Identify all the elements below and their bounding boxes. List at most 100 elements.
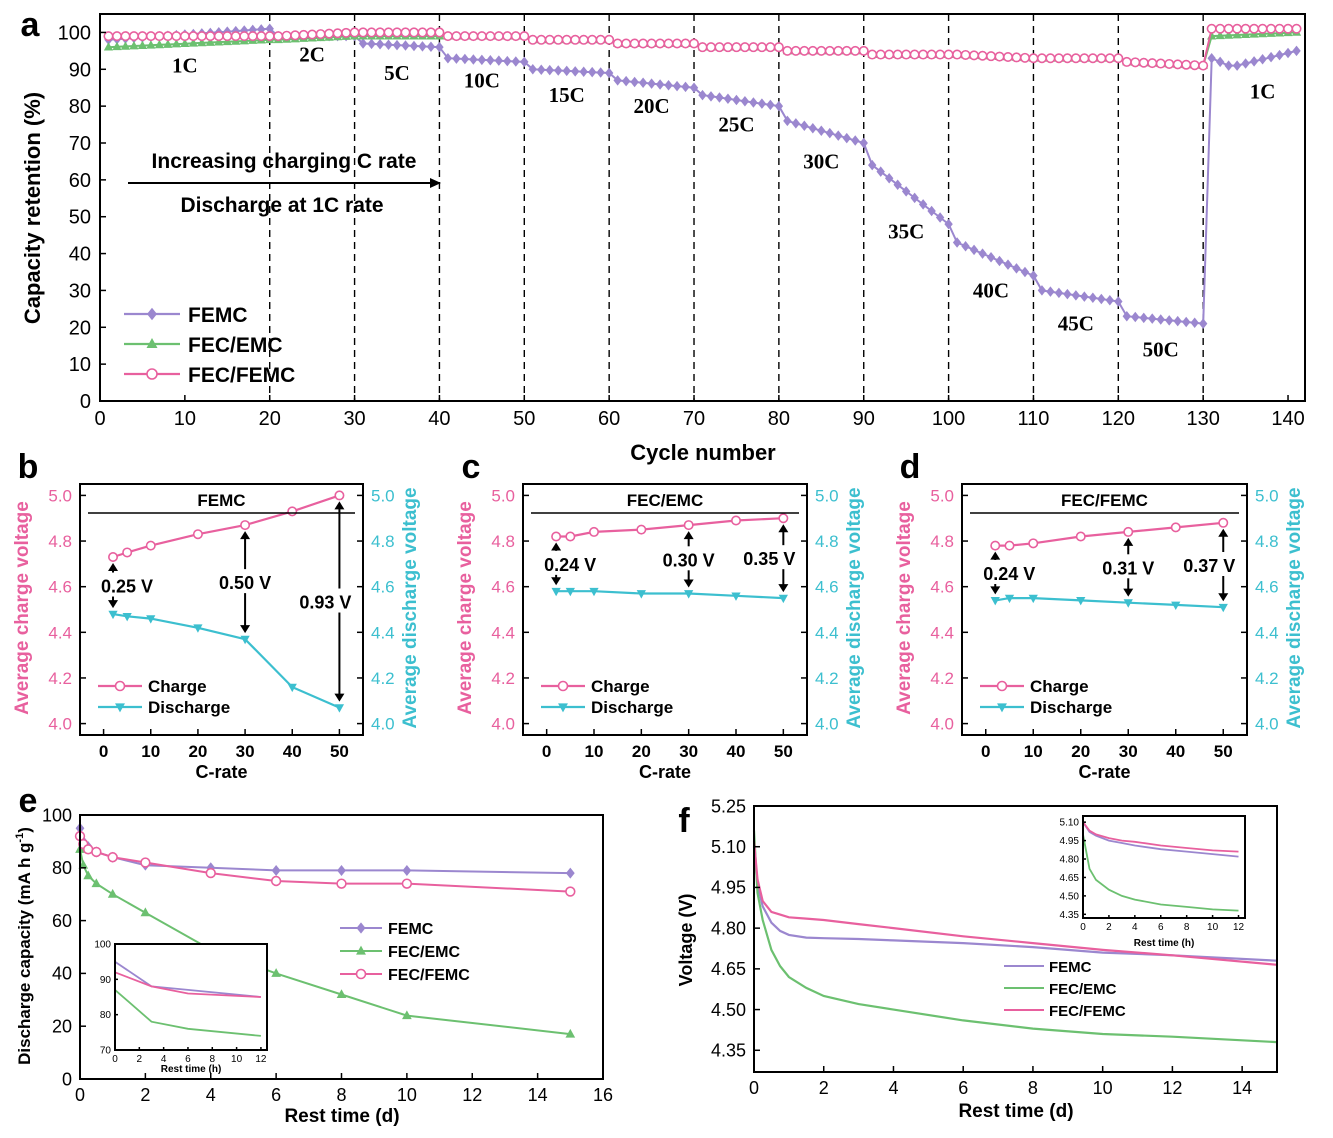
inset-frame (1082, 815, 1246, 919)
data-point (1063, 288, 1072, 300)
data-point (858, 45, 869, 56)
data-point (969, 50, 980, 61)
y-tick-label: 4.65 (711, 959, 746, 979)
data-point (766, 99, 775, 111)
data-point (621, 38, 632, 49)
data-point (358, 27, 369, 38)
data-point (287, 683, 297, 693)
y-tick-label: 4.50 (1060, 891, 1080, 902)
rate-label: 20C (633, 94, 669, 118)
data-point (1075, 531, 1086, 542)
data-point (672, 80, 682, 92)
legend-label: Discharge (591, 698, 673, 717)
data-point (1283, 23, 1294, 34)
data-point (841, 45, 852, 56)
y-tick-label: 4.0 (371, 715, 395, 734)
x-tick-label: 40 (1166, 742, 1185, 761)
y-tick-label: 100 (94, 940, 111, 951)
panel-letter: c (462, 448, 481, 486)
panel-a: a 0 10 20 30 40 50 60 70 80 90 100 110 120 130 140 0 10 20… (20, 6, 1306, 465)
y-tick-label: 4.35 (1060, 910, 1080, 921)
x-tick-label: 10 (174, 408, 196, 430)
x-tick-label: 8 (336, 1085, 346, 1105)
data-point (697, 42, 708, 53)
x-tick-label: 16 (593, 1085, 613, 1105)
data-point (298, 29, 309, 40)
data-point (1036, 53, 1047, 64)
data-point (689, 82, 699, 93)
data-point (613, 75, 622, 86)
data-point (108, 552, 119, 563)
data-point (986, 252, 996, 263)
legend-marker (557, 680, 569, 692)
series-line (114, 989, 261, 1037)
data-point (146, 40, 156, 49)
data-point (851, 135, 860, 146)
y-axis-label: Average charge voltage (455, 501, 476, 715)
y-tick-label: 5.0 (48, 486, 72, 505)
data-point (986, 51, 997, 62)
legend-label: FEMC (1049, 959, 1092, 976)
data-point (1275, 49, 1284, 61)
data-point (1274, 23, 1285, 34)
data-point (271, 968, 281, 977)
data-point (893, 179, 902, 191)
data-point (205, 37, 215, 46)
x-tick-label: 30 (679, 742, 698, 761)
x-tick-label: 2 (1106, 922, 1112, 933)
y-axis-label: Discharge capacity (mA h g-1) (14, 827, 34, 1065)
data-point (778, 513, 789, 524)
y-tick-label: 4.4 (815, 623, 839, 642)
gap-label: 0.31 V (1102, 558, 1154, 578)
data-point (264, 31, 275, 42)
data-point (1258, 54, 1267, 65)
data-point (334, 704, 345, 713)
data-point (120, 31, 131, 42)
data-point (128, 31, 139, 42)
data-point (287, 506, 298, 517)
data-point (222, 31, 233, 42)
data-point (520, 56, 529, 68)
legend-label: FEC/FEMC (388, 967, 470, 984)
x-tick-label: 4 (1132, 922, 1138, 933)
data-point (918, 49, 929, 60)
data-point (367, 38, 376, 50)
data-point (731, 42, 742, 53)
data-point (1172, 59, 1183, 70)
data-point (1087, 53, 1098, 64)
series-line (79, 827, 571, 875)
y-tick-label: 5.10 (711, 837, 746, 857)
data-point (901, 49, 912, 60)
x-tick-label: 10 (231, 1054, 243, 1065)
data-point (730, 515, 741, 526)
y-tick-label: 4.80 (1060, 855, 1080, 866)
data-point (476, 31, 487, 42)
data-point (1218, 517, 1229, 528)
x-tick-label: 110 (1018, 408, 1050, 430)
data-point (1190, 317, 1199, 329)
data-point (1218, 603, 1228, 613)
y-tick-label: 4.4 (491, 623, 515, 642)
y-tick-label: 5.0 (491, 486, 515, 505)
inset-bg (115, 944, 267, 1050)
y-tick-label: 60 (52, 911, 72, 931)
data-point (1080, 291, 1089, 302)
data-point (554, 65, 563, 76)
data-point (969, 244, 979, 256)
data-point (1019, 52, 1030, 63)
x-tick-label: 140 (1271, 408, 1304, 430)
data-point (1029, 270, 1038, 281)
y-tick-label: 70 (100, 1046, 112, 1057)
data-point (108, 610, 118, 620)
data-point (511, 56, 521, 67)
gap-label: 0.37 V (1183, 556, 1235, 576)
data-point (565, 1028, 576, 1038)
x-tick-label: 4 (161, 1054, 167, 1065)
legend-marker (146, 368, 158, 380)
data-point (324, 28, 335, 39)
data-point (193, 624, 203, 633)
data-point (240, 25, 249, 36)
y-tick-label: 4.4 (930, 623, 954, 642)
arrow-head (240, 625, 251, 634)
data-point (469, 54, 478, 65)
